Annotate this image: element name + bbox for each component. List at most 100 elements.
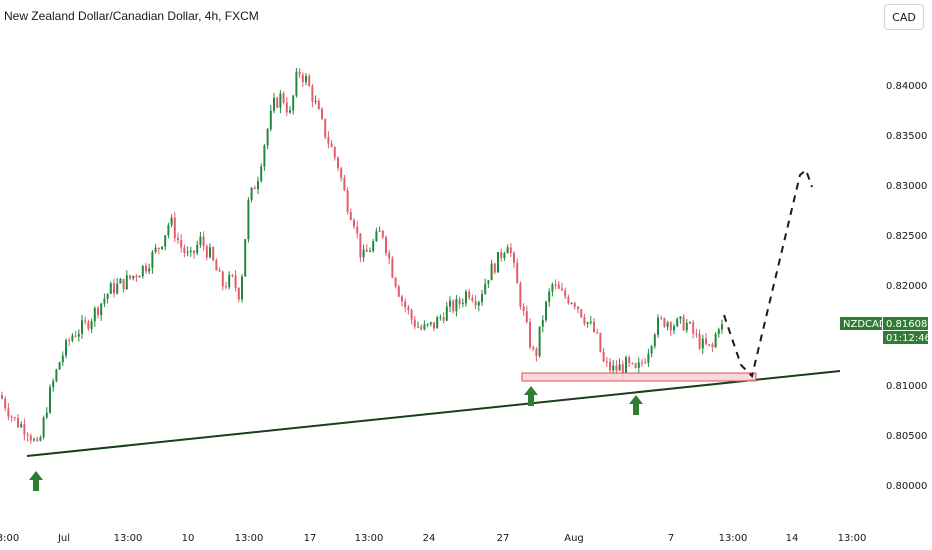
- candle-body-225: [721, 324, 723, 330]
- candle-body-143: [458, 299, 461, 304]
- candle-body-101: [324, 118, 327, 138]
- candle-body-199: [637, 362, 640, 368]
- candle-body-109: [349, 211, 352, 220]
- candle-body-189: [605, 361, 608, 363]
- candle-body-13: [42, 417, 45, 438]
- candle-body-172: [551, 284, 554, 292]
- candle-body-128: [410, 310, 413, 320]
- candle-body-133: [426, 324, 429, 326]
- candle-body-8: [26, 434, 29, 436]
- candle-body-27: [87, 321, 90, 330]
- candle-body-144: [461, 303, 464, 305]
- candle-body-60: [193, 250, 195, 253]
- support-zone: [521, 372, 757, 382]
- time-tick-7: 24: [423, 533, 436, 544]
- candle-body-33: [106, 293, 109, 299]
- candle-body-37: [119, 278, 122, 284]
- candle-body-103: [330, 143, 333, 148]
- candle-body-197: [631, 362, 634, 364]
- candle-body-108: [346, 190, 349, 212]
- candle-body-169: [541, 320, 544, 327]
- candle-body-15: [49, 387, 51, 413]
- candle-body-125: [401, 296, 403, 302]
- candle-body-98: [314, 100, 317, 102]
- price-badge-countdown: 01:12:46: [886, 333, 931, 344]
- candle-body-215: [689, 322, 691, 324]
- candle-body-49: [157, 247, 160, 249]
- candle-body-16: [52, 381, 55, 388]
- candle-body-99: [317, 100, 320, 110]
- candle-body-115: [369, 251, 371, 253]
- candle-body-25: [81, 320, 83, 334]
- trendline: [26, 370, 841, 457]
- candle-body-127: [407, 307, 410, 311]
- candle-body-0: [1, 395, 3, 399]
- candle-body-76: [244, 239, 247, 277]
- candle-body-22: [71, 335, 74, 341]
- price-badge-symbol-bg: [840, 317, 882, 330]
- candle-body-136: [436, 317, 439, 329]
- candle-body-61: [196, 244, 199, 253]
- candle-body-203: [650, 346, 653, 354]
- candle-body-62: [199, 236, 202, 245]
- candle-body-65: [209, 247, 211, 258]
- candle-body-56: [180, 240, 183, 248]
- candle-body-224: [717, 329, 720, 334]
- candle-body-39: [125, 275, 128, 290]
- candle-body-83: [266, 129, 269, 146]
- candle-body-79: [253, 187, 256, 190]
- price-axis[interactable]: 0.84000 0.83500 0.83000 0.82500 0.82000 0.810…: [886, 81, 927, 492]
- candle-body-166: [532, 347, 535, 349]
- candle-body-54: [173, 217, 176, 239]
- candle-body-77: [247, 199, 250, 240]
- candle-body-43: [138, 276, 141, 278]
- candle-body-170: [545, 301, 547, 321]
- candle-body-150: [481, 294, 483, 303]
- candle-body-41: [132, 275, 135, 279]
- time-tick-12: 14: [786, 533, 799, 544]
- candle-body-207: [663, 318, 666, 327]
- candle-body-80: [257, 180, 259, 190]
- candle-body-132: [423, 324, 426, 330]
- price-badge-price: 0.81608: [886, 319, 927, 330]
- candle-body-206: [660, 317, 663, 319]
- candle-body-95: [305, 76, 307, 83]
- candle-body-52: [167, 224, 170, 236]
- candle-body-156: [500, 252, 503, 258]
- candle-body-75: [241, 276, 243, 300]
- candle-body-211: [676, 318, 679, 327]
- candle-body-84: [269, 110, 272, 130]
- candle-body-31: [100, 303, 103, 316]
- candle-body-68: [218, 270, 221, 272]
- candle-body-71: [228, 274, 231, 288]
- candle-body-66: [212, 247, 215, 261]
- candle-body-6: [20, 424, 23, 428]
- time-axis[interactable]: 3:00 Jul 13:00 10 13:00 17 13:00 24 27 Aug 7 13:00 1…: [0, 533, 866, 544]
- arrow-up-icon-0: [29, 471, 43, 491]
- candle-body-36: [116, 283, 119, 294]
- candle-body-194: [621, 364, 624, 373]
- candle-body-191: [612, 365, 615, 371]
- price-tick-0: 0.84000: [886, 81, 927, 92]
- candle-body-17: [55, 369, 58, 382]
- candle-body-73: [234, 275, 237, 289]
- candle-body-165: [529, 322, 531, 348]
- candle-body-21: [68, 340, 71, 342]
- candle-body-87: [279, 93, 282, 108]
- currency-button[interactable]: CAD: [884, 4, 924, 30]
- candle-body-187: [599, 332, 602, 352]
- candle-body-97: [311, 86, 314, 102]
- candle-body-114: [365, 249, 368, 252]
- candle-body-212: [679, 316, 682, 319]
- drawings-group: [26, 168, 841, 491]
- candle-body-155: [497, 252, 499, 273]
- candle-body-74: [237, 288, 240, 300]
- candle-body-167: [535, 348, 538, 357]
- candle-body-64: [205, 246, 208, 258]
- candle-body-158: [506, 247, 509, 254]
- candle-body-10: [33, 439, 35, 441]
- candle-body-106: [340, 168, 343, 178]
- candle-body-112: [359, 233, 362, 258]
- candle-body-44: [141, 265, 144, 277]
